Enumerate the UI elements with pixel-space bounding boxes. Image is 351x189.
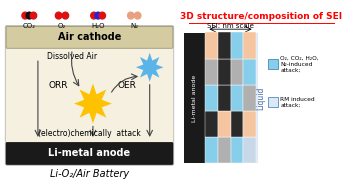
Bar bbox=[269, 97, 278, 107]
Polygon shape bbox=[74, 84, 112, 124]
Bar bbox=[218, 33, 231, 59]
Circle shape bbox=[95, 12, 101, 19]
Circle shape bbox=[62, 12, 68, 19]
FancyBboxPatch shape bbox=[184, 33, 205, 163]
FancyBboxPatch shape bbox=[205, 33, 258, 163]
Polygon shape bbox=[136, 53, 164, 82]
Text: SEI: nm scale: SEI: nm scale bbox=[207, 23, 254, 29]
Bar bbox=[231, 137, 243, 163]
Text: Li-metal anode: Li-metal anode bbox=[192, 74, 197, 122]
FancyBboxPatch shape bbox=[5, 26, 174, 165]
Bar bbox=[205, 137, 218, 163]
Circle shape bbox=[55, 12, 62, 19]
Bar bbox=[243, 33, 256, 59]
Circle shape bbox=[99, 12, 106, 19]
Text: OER: OER bbox=[118, 81, 137, 90]
FancyBboxPatch shape bbox=[6, 26, 173, 48]
Circle shape bbox=[22, 12, 28, 19]
Bar bbox=[231, 111, 243, 137]
Circle shape bbox=[26, 12, 33, 19]
Bar bbox=[205, 59, 218, 85]
FancyBboxPatch shape bbox=[6, 143, 173, 164]
Text: 3D structure/composition of SEI: 3D structure/composition of SEI bbox=[180, 12, 343, 21]
Text: O₂: O₂ bbox=[58, 23, 66, 29]
Text: O₂, CO₂, H₂O,
N₂-induced
attack;: O₂, CO₂, H₂O, N₂-induced attack; bbox=[280, 56, 319, 73]
Bar bbox=[243, 111, 256, 137]
Bar bbox=[218, 111, 231, 137]
Text: RM induced
attack;: RM induced attack; bbox=[280, 97, 315, 108]
FancyBboxPatch shape bbox=[174, 2, 349, 187]
Text: N₂: N₂ bbox=[130, 23, 138, 29]
Bar bbox=[218, 85, 231, 111]
Bar bbox=[243, 59, 256, 85]
Bar bbox=[231, 85, 243, 111]
Text: Liquid: Liquid bbox=[256, 86, 265, 110]
Circle shape bbox=[91, 12, 97, 19]
Bar bbox=[243, 137, 256, 163]
Text: Li-O₂/Air Battery: Li-O₂/Air Battery bbox=[50, 169, 129, 179]
Bar bbox=[231, 59, 243, 85]
Text: ORR: ORR bbox=[49, 81, 68, 90]
Text: Dissolved Air: Dissolved Air bbox=[46, 52, 97, 61]
Text: Li-metal anode: Li-metal anode bbox=[48, 149, 131, 158]
Text: CO₂: CO₂ bbox=[23, 23, 36, 29]
Bar bbox=[205, 111, 218, 137]
Text: Air cathode: Air cathode bbox=[58, 32, 121, 42]
Text: H₂O: H₂O bbox=[91, 23, 105, 29]
Bar bbox=[231, 33, 243, 59]
Circle shape bbox=[134, 12, 141, 19]
Bar bbox=[218, 59, 231, 85]
Bar bbox=[243, 85, 256, 111]
Text: (electro)chemically  attack: (electro)chemically attack bbox=[38, 129, 141, 138]
Bar bbox=[269, 59, 278, 69]
Bar bbox=[205, 33, 218, 59]
Bar bbox=[218, 137, 231, 163]
Bar bbox=[205, 85, 218, 111]
Circle shape bbox=[128, 12, 134, 19]
Circle shape bbox=[30, 12, 37, 19]
